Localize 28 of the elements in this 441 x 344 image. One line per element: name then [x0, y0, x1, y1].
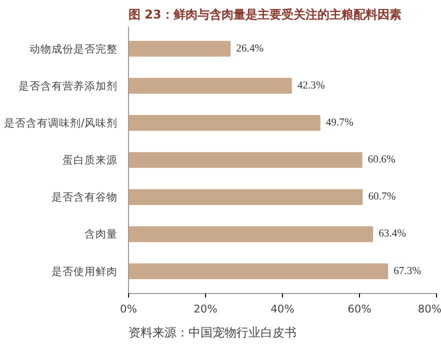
bar: [128, 152, 362, 168]
data-label: 49.7%: [326, 117, 354, 128]
data-label: 60.6%: [368, 154, 396, 166]
chart-title: 图 23：鲜肉与含肉量是主要受关注的主粮配料因素: [128, 8, 402, 22]
x-tick-label: 60%: [348, 302, 372, 316]
y-tick-label: 是否含有调味剂/风味剂: [4, 116, 118, 130]
data-label: 60.7%: [368, 192, 396, 203]
y-tick-label: 蛋白质来源: [62, 154, 118, 166]
x-tick-label: 0%: [120, 302, 137, 316]
bar: [128, 263, 388, 280]
data-label: 26.4%: [236, 43, 264, 54]
y-tick-label: 动物成份是否完整: [30, 42, 118, 56]
bar: [128, 78, 292, 94]
x-tick-label: 20%: [194, 302, 218, 316]
text: 资料来源：中国宠物行业白皮书: [128, 326, 296, 340]
y-tick-label: 是否含有谷物: [52, 190, 118, 204]
bar: [128, 40, 231, 57]
x-tick-label: 40%: [270, 302, 294, 316]
bar: [128, 115, 320, 131]
y-tick-label: 是否含有营养添加剂: [18, 79, 118, 92]
y-tick-label: 含肉量: [84, 228, 118, 241]
x-tick-label: 80%: [418, 302, 441, 316]
data-label: 67.3%: [394, 266, 422, 277]
bar: [128, 226, 374, 242]
bar: [128, 189, 363, 205]
y-tick-label: 是否使用鲜肉: [52, 264, 118, 278]
data-label: 63.4%: [378, 228, 406, 240]
data-label: 42.3%: [297, 80, 326, 92]
